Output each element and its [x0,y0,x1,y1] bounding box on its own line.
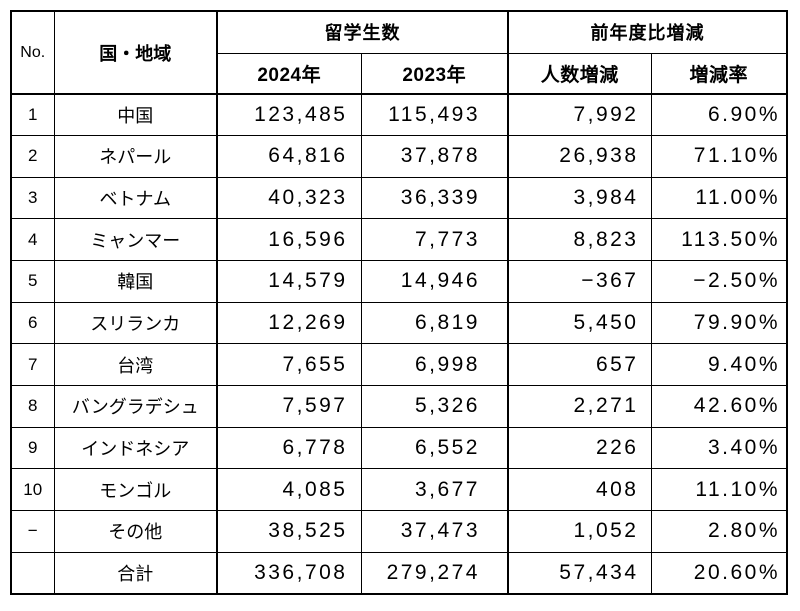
cell-country: その他 [53,509,218,553]
cell-2024: 123,485 [216,93,362,137]
cell-diff: 3,984 [507,176,652,220]
table-row: 合計 336,708 279,274 57,434 20.60% [10,551,788,595]
cell-rate: 11.00% [650,176,788,220]
cell-rate: 3.40% [650,426,788,470]
table-row: − その他 38,525 37,473 1,052 2.80% [10,509,788,553]
col-header-country: 国・地域 [53,10,218,95]
table-row: 5 韓国 14,579 14,946 −367 −2.50% [10,260,788,303]
table-row: 9 インドネシア 6,778 6,552 226 3.40% [10,426,788,470]
cell-rate: 113.50% [650,218,788,262]
cell-2023: 36,339 [360,176,509,220]
cell-diff: 1,052 [507,509,652,553]
cell-rate: 6.90% [650,93,788,137]
col-header-students-group: 留学生数 [216,10,509,54]
cell-2024: 7,655 [216,343,362,386]
cell-no [10,551,55,595]
cell-country: 合計 [53,551,218,595]
table-row: 8 バングラデシュ 7,597 5,326 2,271 42.60% [10,384,788,428]
cell-2023: 6,998 [360,343,509,386]
cell-no: 7 [10,343,55,386]
cell-2023: 37,473 [360,509,509,553]
cell-diff: 2,271 [507,384,652,428]
cell-diff: 7,992 [507,93,652,137]
cell-country: バングラデシュ [53,384,218,428]
cell-no: 10 [10,468,55,511]
cell-no: 1 [10,93,55,137]
table-row: 10 モンゴル 4,085 3,677 408 11.10% [10,468,788,511]
cell-2023: 279,274 [360,551,509,595]
table-body: 1 中国 123,485 115,493 7,992 6.90% 2 ネパール 64,816 37… [10,93,788,595]
table-row: 1 中国 123,485 115,493 7,992 6.90% [10,93,788,137]
table-header: No. 国・地域 留学生数 前年度比増減 2024年 2023年 人数増減 増減… [10,10,788,95]
cell-no: 4 [10,218,55,262]
cell-country: 韓国 [53,260,218,303]
cell-2024: 6,778 [216,426,362,470]
cell-2024: 16,596 [216,218,362,262]
cell-country: ミャンマー [53,218,218,262]
cell-2023: 6,552 [360,426,509,470]
cell-2024: 4,085 [216,468,362,511]
col-header-yoy-group: 前年度比増減 [507,10,788,54]
cell-no: 9 [10,426,55,470]
cell-rate: 2.80% [650,509,788,553]
cell-diff: 226 [507,426,652,470]
cell-rate: 79.90% [650,301,788,345]
students-table: No. 国・地域 留学生数 前年度比増減 2024年 2023年 人数増減 増減… [10,10,788,595]
cell-2024: 336,708 [216,551,362,595]
cell-2023: 14,946 [360,260,509,303]
students-table-container: No. 国・地域 留学生数 前年度比増減 2024年 2023年 人数増減 増減… [10,10,788,595]
col-header-no: No. [10,10,55,95]
cell-no: 5 [10,260,55,303]
cell-rate: 11.10% [650,468,788,511]
cell-country: 台湾 [53,343,218,386]
cell-rate: 42.60% [650,384,788,428]
cell-country: ネパール [53,135,218,178]
cell-2024: 12,269 [216,301,362,345]
cell-2024: 7,597 [216,384,362,428]
cell-diff: 57,434 [507,551,652,595]
cell-no: − [10,509,55,553]
cell-country: 中国 [53,93,218,137]
cell-diff: 26,938 [507,135,652,178]
cell-rate: −2.50% [650,260,788,303]
cell-diff: 657 [507,343,652,386]
col-header-2023: 2023年 [360,52,509,95]
cell-2024: 40,323 [216,176,362,220]
cell-2023: 115,493 [360,93,509,137]
cell-rate: 71.10% [650,135,788,178]
cell-rate: 9.40% [650,343,788,386]
table-row: 3 ベトナム 40,323 36,339 3,984 11.00% [10,176,788,220]
col-header-diff: 人数増減 [507,52,652,95]
cell-diff: 5,450 [507,301,652,345]
cell-2023: 3,677 [360,468,509,511]
table-row: 2 ネパール 64,816 37,878 26,938 71.10% [10,135,788,178]
cell-2024: 38,525 [216,509,362,553]
cell-country: モンゴル [53,468,218,511]
cell-2023: 37,878 [360,135,509,178]
col-header-2024: 2024年 [216,52,362,95]
cell-no: 6 [10,301,55,345]
col-header-rate: 増減率 [650,52,788,95]
cell-rate: 20.60% [650,551,788,595]
cell-diff: −367 [507,260,652,303]
cell-2023: 5,326 [360,384,509,428]
header-row-subcolumns: 2024年 2023年 人数増減 増減率 [11,52,788,95]
table-row: 4 ミャンマー 16,596 7,773 8,823 113.50% [10,218,788,262]
cell-country: ベトナム [53,176,218,220]
cell-country: スリランカ [53,301,218,345]
cell-no: 3 [10,176,55,220]
table-row: 6 スリランカ 12,269 6,819 5,450 79.90% [10,301,788,345]
cell-2023: 7,773 [360,218,509,262]
cell-no: 2 [10,135,55,178]
cell-2024: 64,816 [216,135,362,178]
cell-country: インドネシア [53,426,218,470]
cell-diff: 408 [507,468,652,511]
cell-diff: 8,823 [507,218,652,262]
cell-2023: 6,819 [360,301,509,345]
header-row-groups: No. 国・地域 留学生数 前年度比増減 [10,10,788,95]
cell-no: 8 [10,384,55,428]
table-row: 7 台湾 7,655 6,998 657 9.40% [10,343,788,386]
cell-2024: 14,579 [216,260,362,303]
